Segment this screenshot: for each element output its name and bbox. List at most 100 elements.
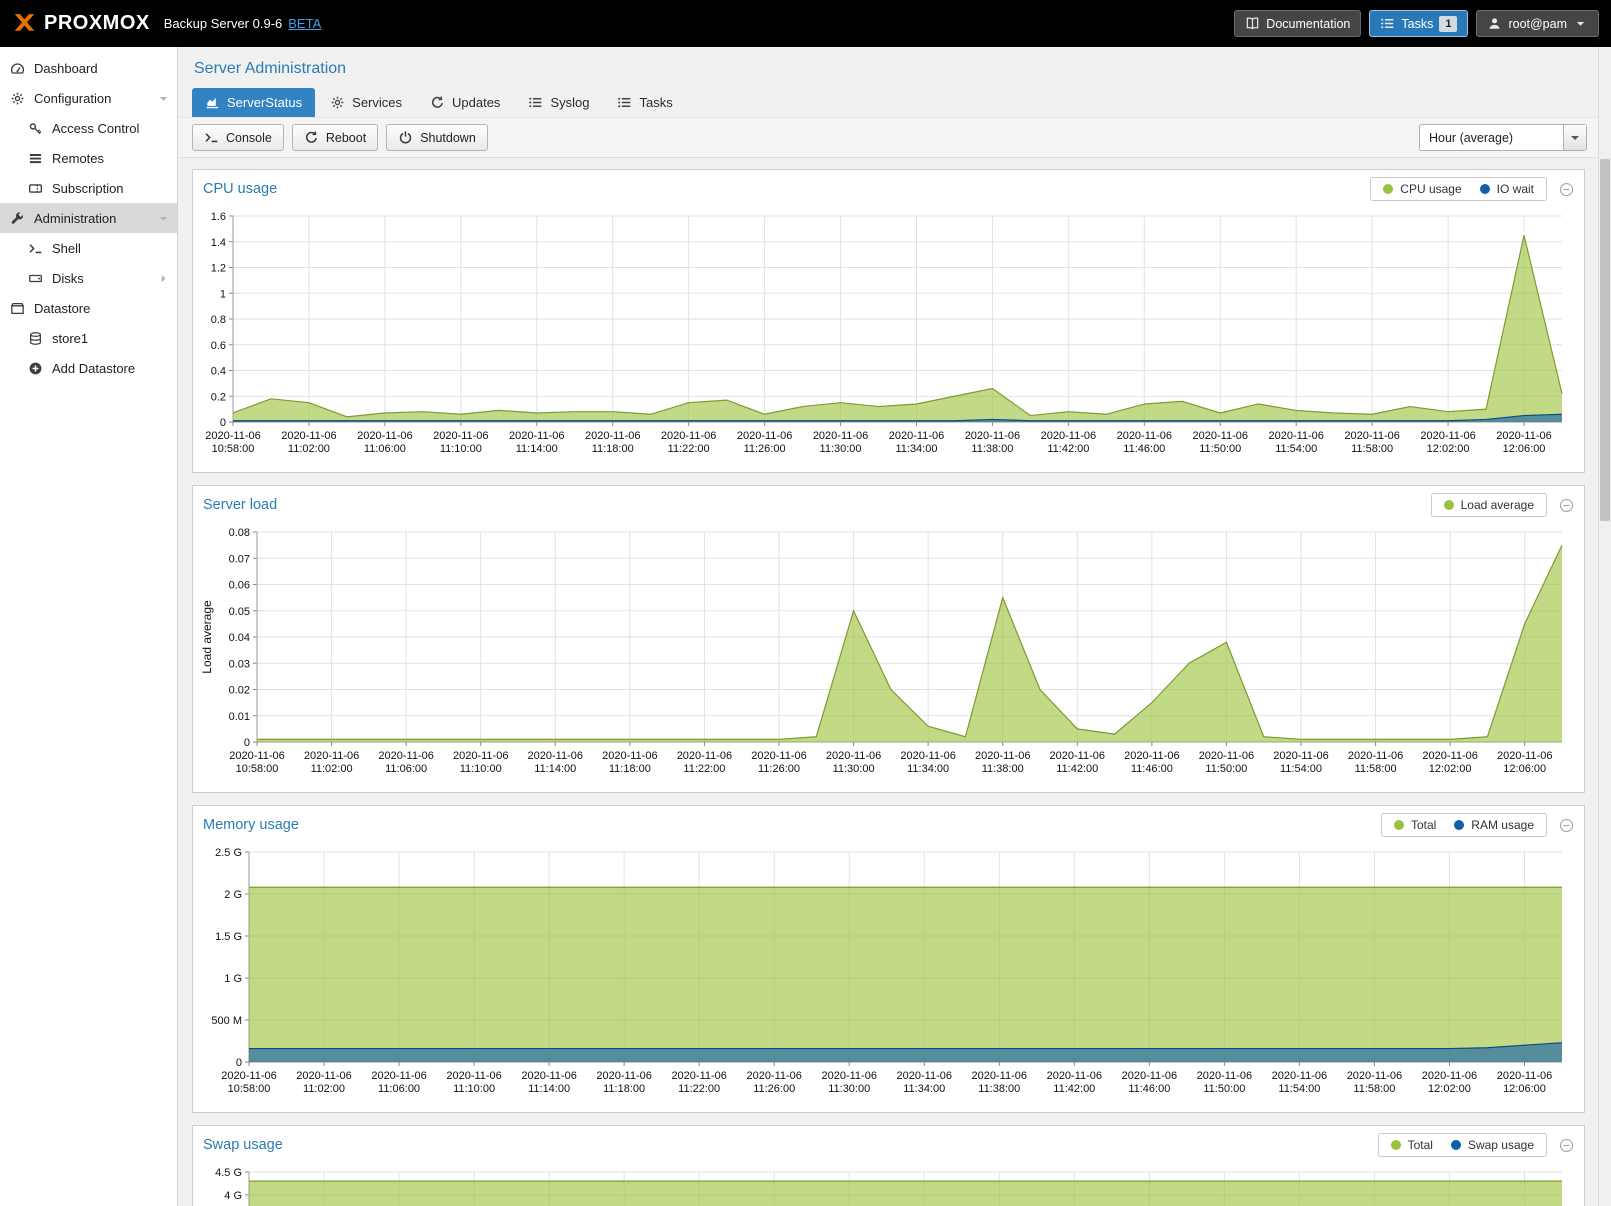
svg-text:2020-11-0611:38:00: 2020-11-0611:38:00 (975, 750, 1030, 775)
timeframe-value: Hour (average) (1420, 125, 1563, 150)
ticket-icon (28, 181, 44, 196)
svg-text:2020-11-0611:06:00: 2020-11-0611:06:00 (378, 750, 433, 775)
tab-services[interactable]: Services (317, 88, 415, 117)
page-title: Server Administration (178, 47, 1611, 88)
svg-text:2020-11-0610:58:00: 2020-11-0610:58:00 (221, 1070, 276, 1095)
sidebar-item-dashboard[interactable]: Dashboard (0, 53, 177, 83)
legend-item-io-wait[interactable]: IO wait (1480, 182, 1534, 196)
documentation-label: Documentation (1266, 17, 1350, 31)
svg-text:2020-11-0612:06:00: 2020-11-0612:06:00 (1497, 750, 1552, 775)
legend-label: IO wait (1497, 182, 1534, 196)
svg-text:2020-11-0611:10:00: 2020-11-0611:10:00 (433, 430, 488, 455)
svg-text:2020-11-0611:50:00: 2020-11-0611:50:00 (1199, 750, 1254, 775)
sidebar-item-disks[interactable]: Disks (0, 263, 177, 293)
combo-trigger-icon[interactable] (1563, 125, 1586, 150)
scrollbar-thumb[interactable] (1600, 159, 1610, 521)
legend-item-total[interactable]: Total (1394, 818, 1436, 832)
svg-text:2020-11-0612:06:00: 2020-11-0612:06:00 (1497, 1070, 1552, 1095)
svg-text:2020-11-0611:02:00: 2020-11-0611:02:00 (296, 1070, 351, 1095)
sidebar-item-administration[interactable]: Administration (0, 203, 177, 233)
sidebar-item-access-control[interactable]: Access Control (0, 113, 177, 143)
svg-text:2020-11-0611:26:00: 2020-11-0611:26:00 (751, 750, 806, 775)
console-button[interactable]: Console (192, 124, 284, 151)
svg-text:2020-11-0611:10:00: 2020-11-0611:10:00 (446, 1070, 501, 1095)
legend-item-ram-usage[interactable]: RAM usage (1454, 818, 1534, 832)
sidebar-item-subscription[interactable]: Subscription (0, 173, 177, 203)
svg-text:1: 1 (220, 288, 226, 300)
legend-item-cpu-usage[interactable]: CPU usage (1383, 182, 1461, 196)
user-menu-button[interactable]: root@pam (1476, 10, 1599, 37)
tab-serverstatus[interactable]: ServerStatus (192, 88, 315, 117)
app-body: Dashboard Configuration Access Control Remo… (0, 47, 1611, 1206)
legend-dot (1394, 820, 1404, 830)
legend-label: Load average (1461, 498, 1534, 512)
tab-tasks[interactable]: Tasks (604, 88, 685, 117)
tab-syslog[interactable]: Syslog (515, 88, 602, 117)
sidebar-item-label: Dashboard (34, 61, 98, 76)
svg-text:2020-11-0611:50:00: 2020-11-0611:50:00 (1193, 430, 1248, 455)
svg-text:2020-11-0611:46:00: 2020-11-0611:46:00 (1122, 1070, 1177, 1095)
svg-text:0.08: 0.08 (229, 527, 250, 539)
svg-text:2020-11-0611:34:00: 2020-11-0611:34:00 (900, 750, 955, 775)
sidebar-item-remotes[interactable]: Remotes (0, 143, 177, 173)
svg-text:2020-11-0611:30:00: 2020-11-0611:30:00 (813, 430, 868, 455)
svg-text:4.5 G: 4.5 G (215, 1167, 242, 1179)
beta-link[interactable]: BETA (288, 16, 321, 31)
legend-item-swap-usage[interactable]: Swap usage (1451, 1138, 1534, 1152)
sidebar-item-shell[interactable]: Shell (0, 233, 177, 263)
collapse-panel-icon[interactable] (1559, 182, 1574, 197)
sidebar-item-configuration[interactable]: Configuration (0, 83, 177, 113)
svg-text:2020-11-0611:18:00: 2020-11-0611:18:00 (602, 750, 657, 775)
list-icon (528, 95, 543, 110)
button-label: Reboot (326, 131, 366, 145)
tab-updates[interactable]: Updates (417, 88, 513, 117)
panel-server-load: Server loadLoad average2020-11-0610:58:0… (192, 485, 1585, 793)
legend-item-load-average[interactable]: Load average (1444, 498, 1534, 512)
tasklist-icon (617, 95, 632, 110)
expander-right-icon[interactable] (156, 271, 171, 286)
power-icon (398, 130, 413, 145)
expander-down-icon[interactable] (156, 91, 171, 106)
svg-text:2020-11-0611:14:00: 2020-11-0611:14:00 (509, 430, 564, 455)
svg-text:2020-11-0611:30:00: 2020-11-0611:30:00 (826, 750, 881, 775)
chart-memory-usage: 2020-11-0610:58:00 2020-11-0611:02:00 2020… (197, 842, 1576, 1108)
reboot-button[interactable]: Reboot (292, 124, 378, 151)
legend-dot (1451, 1140, 1461, 1150)
svg-text:2020-11-0611:42:00: 2020-11-0611:42:00 (1041, 430, 1096, 455)
svg-text:2020-11-0611:42:00: 2020-11-0611:42:00 (1050, 750, 1105, 775)
svg-text:2020-11-0611:58:00: 2020-11-0611:58:00 (1344, 430, 1399, 455)
svg-text:2020-11-0611:46:00: 2020-11-0611:46:00 (1117, 430, 1172, 455)
shutdown-button[interactable]: Shutdown (386, 124, 488, 151)
refresh-icon (430, 95, 445, 110)
svg-text:2020-11-0611:18:00: 2020-11-0611:18:00 (596, 1070, 651, 1095)
sidebar-item-store1[interactable]: store1 (0, 323, 177, 353)
vertical-scrollbar[interactable] (1598, 47, 1611, 1206)
svg-text:2020-11-0611:42:00: 2020-11-0611:42:00 (1047, 1070, 1102, 1095)
tab-bar: ServerStatusServicesUpdatesSyslog Tasks (178, 88, 1611, 117)
svg-text:0: 0 (236, 1057, 242, 1069)
timeframe-select[interactable]: Hour (average) (1419, 124, 1587, 151)
sidebar-item-datastore[interactable]: Datastore (0, 293, 177, 323)
svg-text:2020-11-0611:50:00: 2020-11-0611:50:00 (1197, 1070, 1252, 1095)
expander-down-icon[interactable] (156, 211, 171, 226)
panel-body: 2020-11-0610:58:002020-11-0611:02:002020… (193, 522, 1584, 792)
svg-text:500 M: 500 M (211, 1015, 242, 1027)
documentation-button[interactable]: Documentation (1234, 10, 1361, 37)
collapse-panel-icon[interactable] (1559, 1138, 1574, 1153)
button-label: Console (226, 131, 272, 145)
legend-dot (1391, 1140, 1401, 1150)
collapse-panel-icon[interactable] (1559, 818, 1574, 833)
svg-text:2020-11-0611:54:00: 2020-11-0611:54:00 (1273, 750, 1328, 775)
panel-memory-usage: Memory usageTotalRAM usage2020-11-0610:5… (192, 805, 1585, 1113)
legend-item-total[interactable]: Total (1391, 1138, 1433, 1152)
svg-text:0.04: 0.04 (229, 632, 250, 644)
collapse-panel-icon[interactable] (1559, 498, 1574, 513)
sidebar-item-label: Access Control (52, 121, 139, 136)
svg-text:4 G: 4 G (224, 1190, 242, 1202)
svg-text:0: 0 (220, 417, 226, 429)
sidebar-item-add-datastore[interactable]: Add Datastore (0, 353, 177, 383)
tab-label: Tasks (639, 95, 672, 110)
svg-text:2020-11-0612:06:00: 2020-11-0612:06:00 (1496, 430, 1551, 455)
tasks-button[interactable]: Tasks 1 (1369, 10, 1468, 37)
svg-text:0.07: 0.07 (229, 553, 250, 565)
